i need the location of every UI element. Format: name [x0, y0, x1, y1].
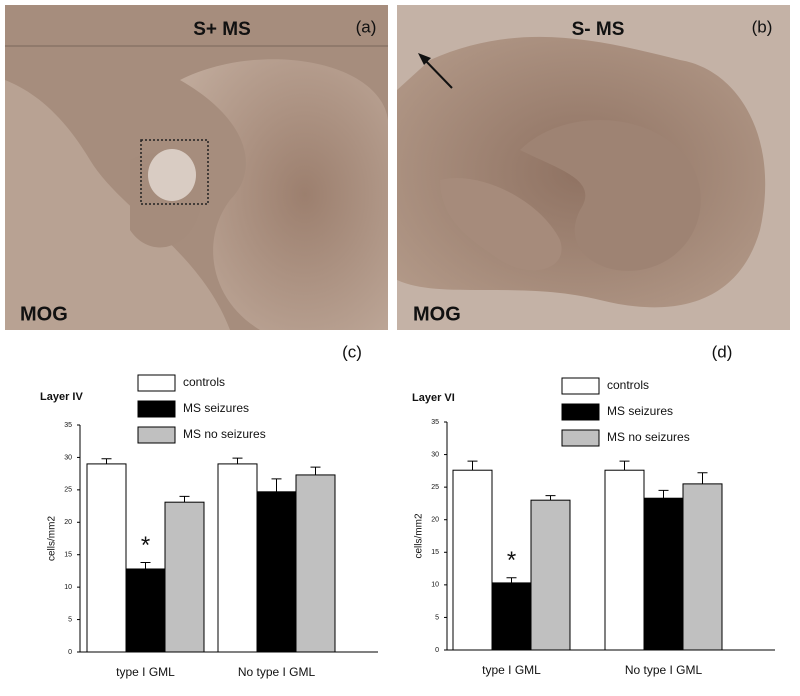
y-tick-label: 20 [431, 517, 439, 524]
bar [86, 463, 127, 653]
legend-label: MS seizures [607, 404, 673, 418]
y-tick-label: 35 [64, 422, 72, 429]
y-tick-label: 30 [431, 451, 439, 458]
error-bar [658, 489, 669, 499]
y-axis-label: cells/mm2 [414, 513, 425, 558]
panel-label: (c) [342, 342, 362, 361]
legend-label: MS no seizures [183, 427, 266, 441]
image-title: S- MS [572, 19, 625, 40]
bar [125, 568, 166, 653]
bar [256, 491, 297, 653]
bar [491, 582, 532, 651]
x-tick-label: type I GML [116, 665, 175, 679]
significance-marker: * [507, 547, 516, 574]
error-bar [101, 458, 112, 464]
bar [530, 499, 571, 651]
x-tick-label: type I GML [482, 663, 541, 677]
stain-label: MOG [413, 303, 461, 325]
legend-swatch [137, 426, 176, 444]
y-tick-label: 15 [431, 549, 439, 556]
bar [682, 483, 723, 651]
error-bar [467, 460, 478, 471]
y-tick-label: 20 [64, 519, 72, 526]
legend-swatch [137, 400, 176, 418]
bar [643, 497, 684, 651]
error-bar [310, 466, 321, 475]
error-bar [140, 561, 151, 569]
bar [217, 463, 258, 653]
error-bar [271, 478, 282, 492]
bar [295, 474, 336, 653]
y-tick-label: 0 [68, 649, 72, 656]
micrograph-a: S+ MS (a) MOG [5, 5, 388, 330]
error-bar [619, 460, 630, 471]
y-tick-label: 10 [431, 582, 439, 589]
legend-swatch [561, 403, 600, 421]
legend-label: MS no seizures [607, 430, 690, 444]
y-tick-label: 0 [435, 647, 439, 654]
bar [164, 501, 205, 653]
legend-label: MS seizures [183, 401, 249, 415]
y-tick-label: 30 [64, 454, 72, 461]
y-axis-label: cells/mm2 [47, 516, 58, 561]
image-title: S+ MS [193, 19, 251, 40]
chart-title: Layer IV [40, 391, 83, 403]
micrograph-b: S- MS (b) MOG [397, 5, 790, 330]
error-bar [506, 577, 517, 583]
panel-label: (a) [356, 17, 377, 36]
panel-label: (d) [712, 342, 733, 361]
chart-title: Layer VI [412, 392, 455, 404]
legend-swatch [137, 374, 176, 392]
significance-marker: * [141, 532, 150, 559]
bar [604, 469, 645, 651]
y-tick-label: 35 [431, 419, 439, 426]
y-tick-label: 25 [431, 484, 439, 491]
error-bar [697, 472, 708, 484]
x-tick-label: No type I GML [238, 665, 316, 679]
legend-swatch [561, 429, 600, 447]
legend-label: controls [607, 378, 649, 392]
y-tick-label: 5 [68, 616, 72, 623]
y-tick-label: 5 [435, 614, 439, 621]
error-bar [179, 495, 190, 503]
x-tick-label: No type I GML [625, 663, 703, 677]
y-tick-label: 25 [64, 487, 72, 494]
legend-label: controls [183, 375, 225, 389]
panel-label: (b) [752, 17, 773, 36]
error-bar [232, 457, 243, 464]
legend-swatch [561, 377, 600, 395]
bar [452, 469, 493, 651]
y-tick-label: 15 [64, 552, 72, 559]
error-bar [545, 495, 556, 501]
y-tick-label: 10 [64, 584, 72, 591]
stain-label: MOG [20, 303, 68, 325]
